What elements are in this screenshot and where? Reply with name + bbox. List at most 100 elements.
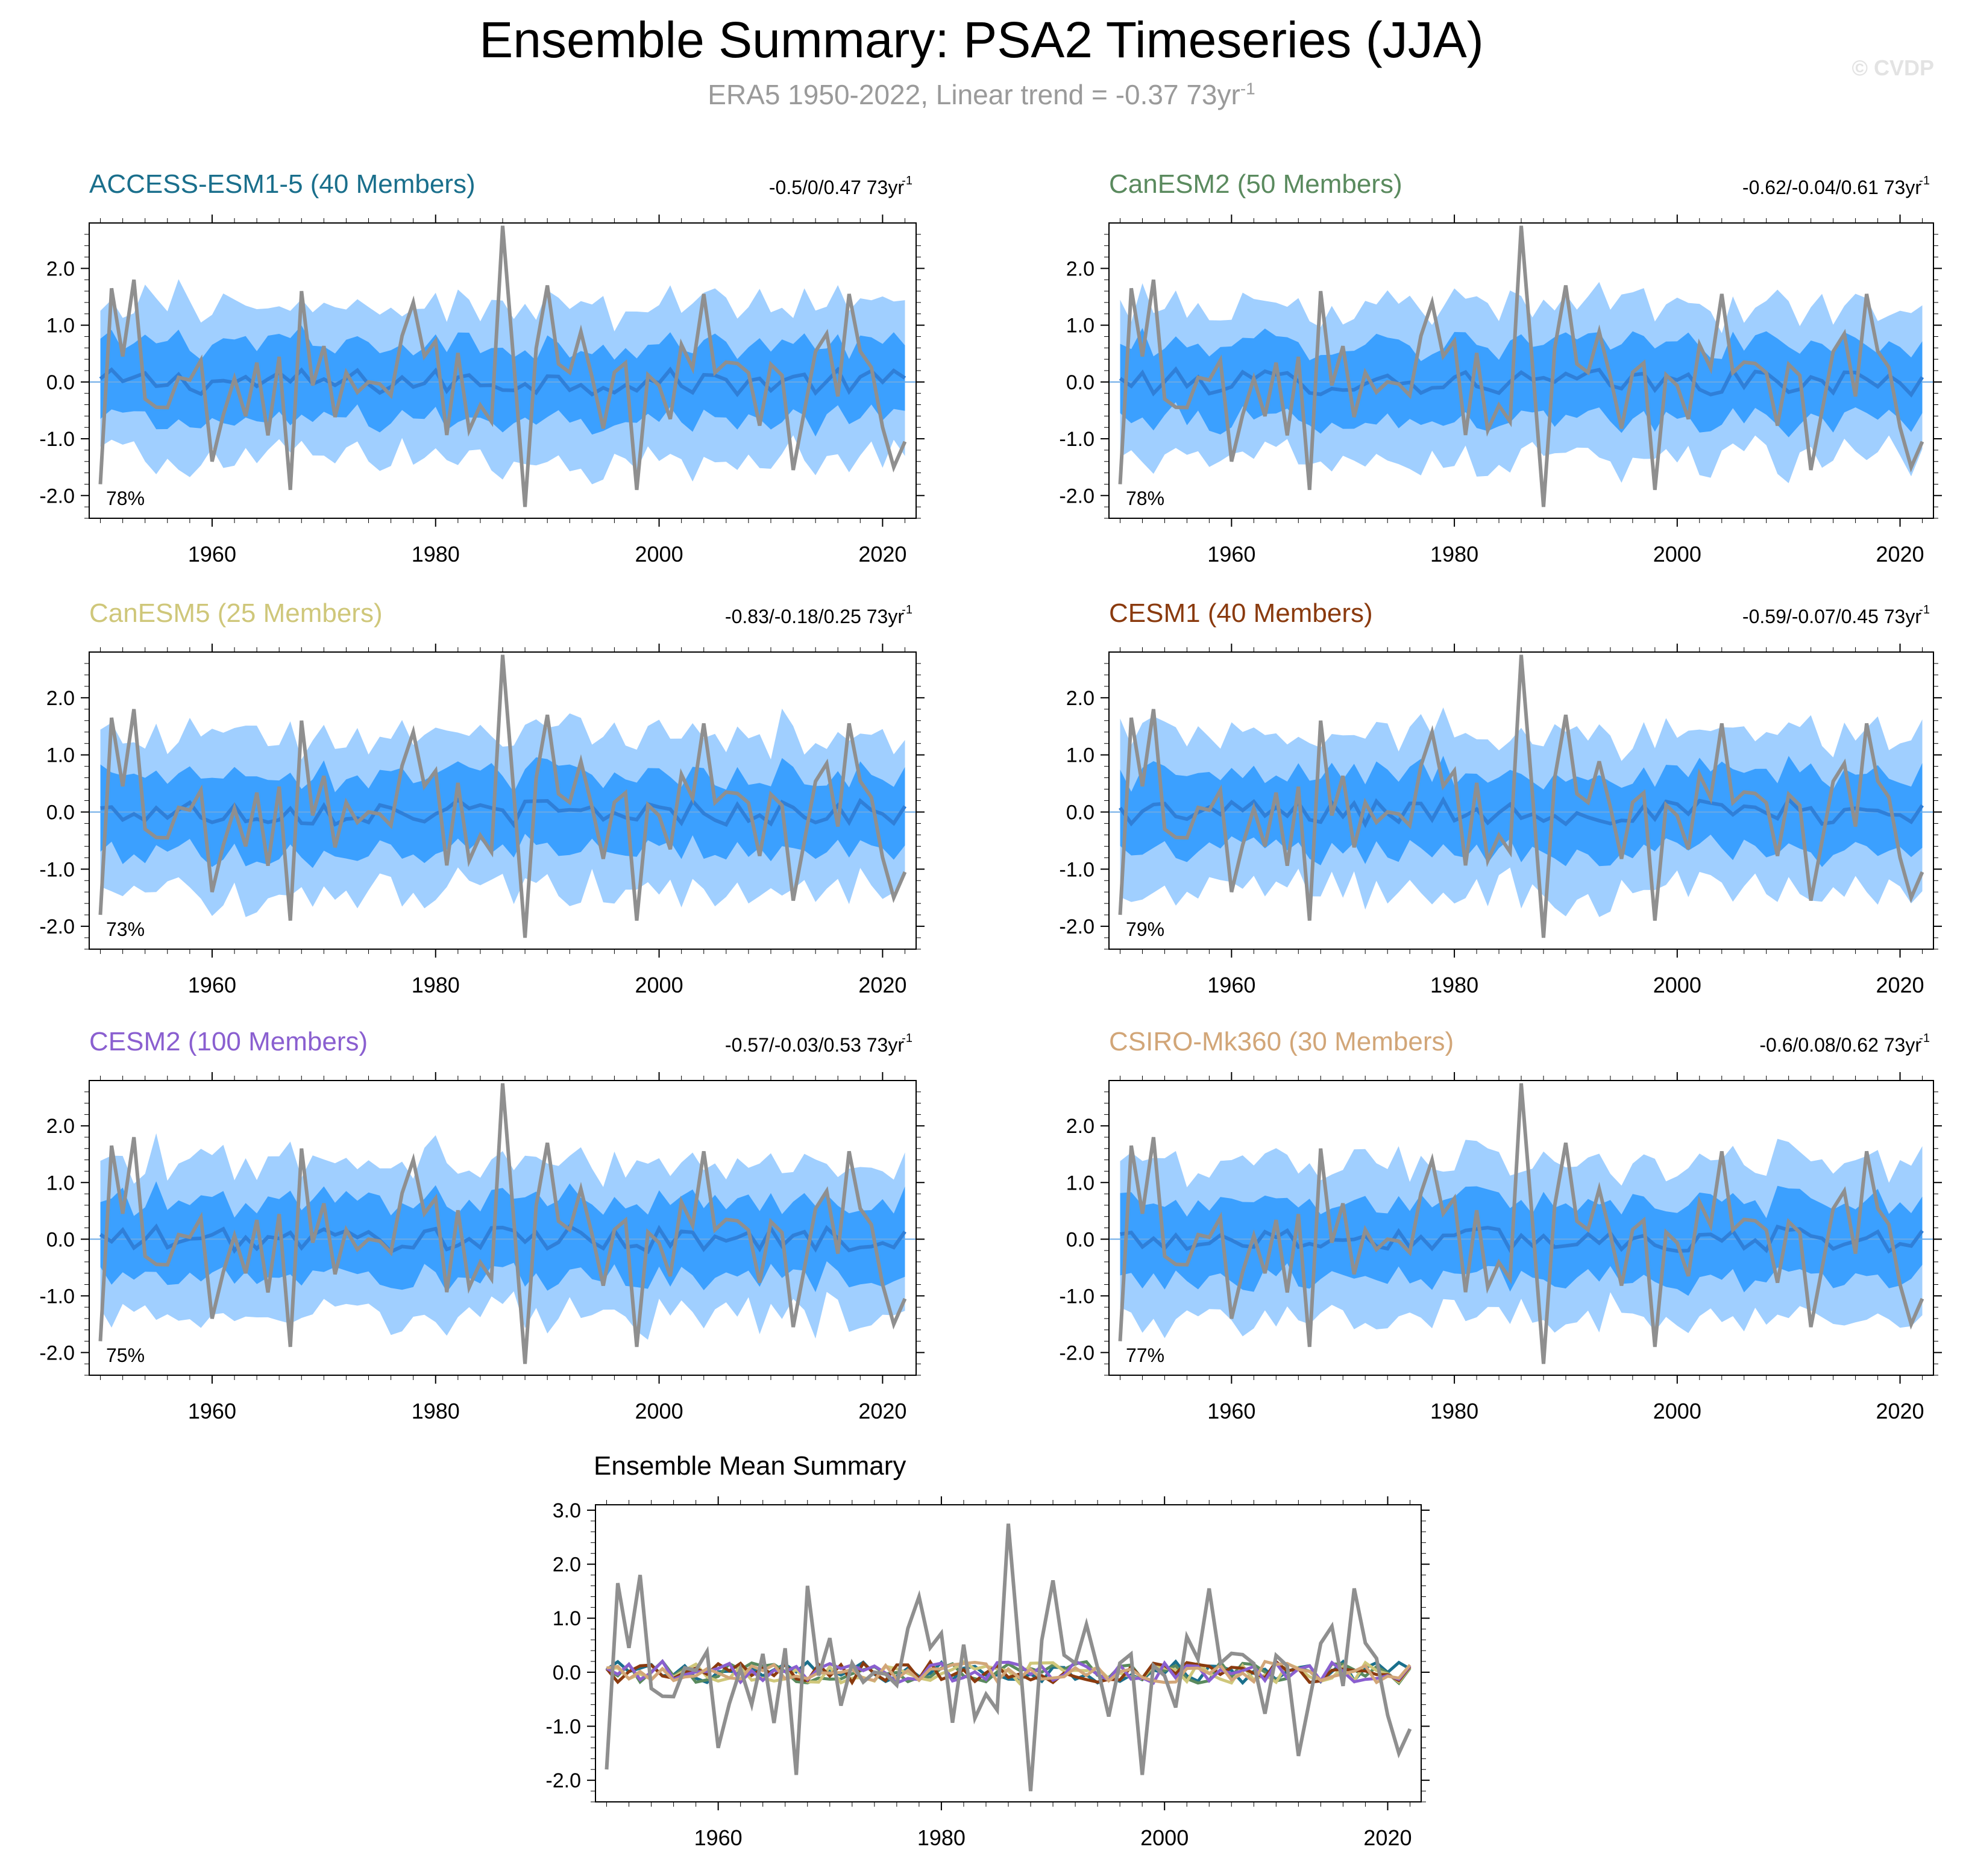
y-tick-label: 2.0 bbox=[46, 687, 75, 710]
trend-range-label: -0.57/-0.03/0.53 73yr bbox=[725, 1034, 904, 1056]
x-tick-label: 2020 bbox=[858, 1399, 906, 1423]
panel-title: CESM1 (40 Members) bbox=[1109, 598, 1373, 628]
x-tick-label: 2020 bbox=[858, 973, 906, 997]
y-tick-label: 1.0 bbox=[1066, 1172, 1095, 1194]
chart-panel-6: CSIRO-Mk360 (30 Members) -0.6/0.08/0.62 7… bbox=[1059, 1027, 1942, 1423]
subtitle-superscript: -1 bbox=[1240, 79, 1255, 98]
panel-title: CanESM2 (50 Members) bbox=[1109, 169, 1402, 199]
trend-range-label: -0.5/0/0.47 73yr bbox=[769, 177, 904, 198]
x-tick-label: 2000 bbox=[1653, 542, 1701, 566]
y-tick-label: 1.0 bbox=[1066, 744, 1095, 767]
percent-label: 78% bbox=[106, 488, 145, 509]
x-tick-label: 1980 bbox=[917, 1825, 966, 1850]
x-tick-label: 2020 bbox=[1876, 542, 1924, 566]
plot-area bbox=[1109, 225, 1933, 507]
panel-title: CESM2 (100 Members) bbox=[89, 1027, 368, 1056]
trend-range-superscript: -1 bbox=[902, 1032, 912, 1045]
obs-era5-line bbox=[1118, 225, 1924, 507]
cvdp-watermark: © CVDP bbox=[1852, 55, 1934, 80]
percent-label: 77% bbox=[1126, 1344, 1164, 1366]
inner-spread-band bbox=[100, 325, 905, 437]
inner-spread-band bbox=[1120, 756, 1923, 867]
x-tick-label: 2020 bbox=[1876, 1399, 1924, 1423]
y-tick-label: -2.0 bbox=[1059, 1341, 1095, 1364]
y-tick-label: -2.0 bbox=[1059, 485, 1095, 507]
trend-range-superscript: -1 bbox=[1919, 1032, 1930, 1045]
x-tick-label: 2000 bbox=[635, 542, 683, 566]
chart-panel-1: ACCESS-ESM1-5 (40 Members) -0.5/0/0.47 73… bbox=[39, 169, 925, 566]
y-tick-label: -2.0 bbox=[39, 1341, 75, 1364]
plot-area bbox=[89, 654, 916, 938]
y-tick-label: -2.0 bbox=[39, 485, 75, 507]
trend-range-label: -0.6/0.08/0.62 73yr bbox=[1759, 1034, 1921, 1056]
x-tick-label: 1980 bbox=[412, 973, 460, 997]
figure-subtitle: ERA5 1950-2022, Linear trend = -0.37 73y… bbox=[0, 78, 1963, 111]
plot-area bbox=[605, 1523, 1412, 1792]
x-tick-label: 2000 bbox=[1653, 1399, 1701, 1423]
y-tick-label: -1.0 bbox=[39, 428, 75, 451]
plot-area bbox=[89, 1083, 916, 1364]
obs-era5-line bbox=[1118, 654, 1924, 938]
percent-label: 79% bbox=[1126, 918, 1164, 940]
y-tick-label: 0.0 bbox=[1066, 1228, 1095, 1251]
chart-panel-5: CESM2 (100 Members) -0.57/-0.03/0.53 73yr… bbox=[39, 1027, 925, 1423]
x-tick-label: 1980 bbox=[1430, 973, 1478, 997]
x-tick-label: 1960 bbox=[188, 973, 236, 997]
x-tick-label: 2020 bbox=[1363, 1825, 1412, 1850]
percent-label: 75% bbox=[106, 1344, 145, 1366]
y-tick-label: 2.0 bbox=[46, 1115, 75, 1138]
y-tick-label: 1.0 bbox=[46, 744, 75, 767]
y-tick-label: -2.0 bbox=[1059, 915, 1095, 938]
x-tick-label: 1960 bbox=[1207, 973, 1255, 997]
y-tick-label: 1.0 bbox=[46, 315, 75, 337]
y-tick-label: 1.0 bbox=[553, 1607, 581, 1630]
x-tick-label: 1960 bbox=[694, 1825, 743, 1850]
y-tick-label: 2.0 bbox=[1066, 1115, 1095, 1138]
trend-range-superscript: -1 bbox=[1919, 603, 1930, 616]
x-tick-label: 1980 bbox=[412, 1399, 460, 1423]
plot-area bbox=[1109, 654, 1933, 938]
plot-area bbox=[89, 225, 916, 507]
chart-panel-2: CanESM2 (50 Members) -0.62/-0.04/0.61 73y… bbox=[1059, 169, 1942, 566]
x-tick-label: 2000 bbox=[635, 973, 683, 997]
y-tick-label: 2.0 bbox=[553, 1554, 581, 1576]
trend-range-label: -0.59/-0.07/0.45 73yr bbox=[1742, 606, 1921, 627]
y-tick-label: 2.0 bbox=[1066, 257, 1095, 280]
obs-era5-line bbox=[98, 225, 907, 507]
inner-spread-band bbox=[1120, 328, 1923, 438]
x-tick-label: 1960 bbox=[1207, 1399, 1255, 1423]
percent-label: 78% bbox=[1126, 488, 1164, 509]
y-tick-label: -2.0 bbox=[545, 1769, 581, 1792]
y-tick-label: 0.0 bbox=[553, 1661, 581, 1684]
x-tick-label: 1960 bbox=[1207, 542, 1255, 566]
x-tick-label: 1980 bbox=[1430, 1399, 1478, 1423]
y-tick-label: 0.0 bbox=[46, 801, 75, 824]
y-tick-label: -1.0 bbox=[1059, 858, 1095, 881]
y-tick-label: 0.0 bbox=[46, 1228, 75, 1251]
y-tick-label: -1.0 bbox=[1059, 1285, 1095, 1308]
plot-area bbox=[1109, 1083, 1933, 1364]
trend-range-superscript: -1 bbox=[902, 174, 912, 187]
y-tick-label: -1.0 bbox=[545, 1716, 581, 1739]
y-tick-label: 3.0 bbox=[553, 1499, 581, 1522]
obs-era5-line bbox=[98, 654, 907, 938]
y-tick-label: -2.0 bbox=[39, 915, 75, 938]
x-tick-label: 1960 bbox=[188, 542, 236, 566]
x-tick-label: 2020 bbox=[858, 542, 906, 566]
subtitle-text: ERA5 1950-2022, Linear trend = -0.37 73y… bbox=[708, 79, 1240, 110]
y-tick-label: -1.0 bbox=[1059, 428, 1095, 451]
percent-label: 73% bbox=[106, 918, 145, 940]
chart-panel-4: CESM1 (40 Members) -0.59/-0.07/0.45 73yr-… bbox=[1059, 598, 1942, 997]
x-tick-label: 2020 bbox=[1876, 973, 1924, 997]
y-tick-label: 1.0 bbox=[1066, 315, 1095, 337]
x-tick-label: 1980 bbox=[1430, 542, 1478, 566]
obs-era5-line bbox=[1118, 1083, 1924, 1364]
panel-title: Ensemble Mean Summary bbox=[594, 1451, 906, 1481]
inner-spread-band bbox=[1120, 1185, 1923, 1296]
y-tick-label: -1.0 bbox=[39, 1285, 75, 1308]
y-tick-label: 2.0 bbox=[1066, 687, 1095, 710]
trend-range-label: -0.83/-0.18/0.25 73yr bbox=[725, 606, 904, 627]
x-tick-label: 2000 bbox=[1653, 973, 1701, 997]
x-tick-label: 2000 bbox=[635, 1399, 683, 1423]
